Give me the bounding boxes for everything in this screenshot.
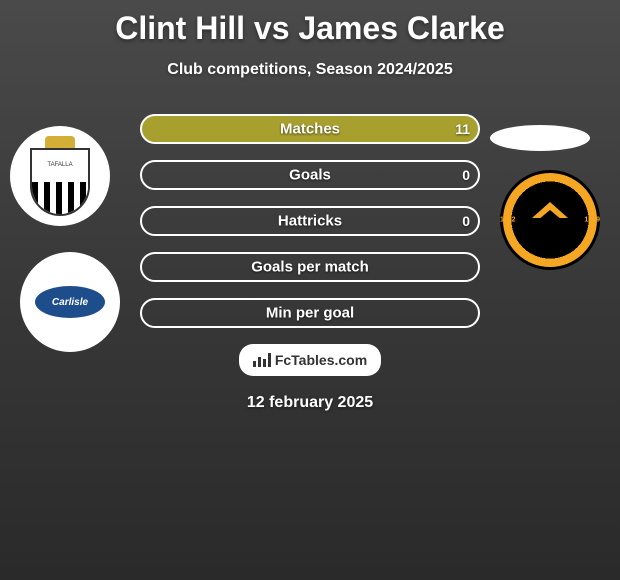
- bar-label: Goals per match: [251, 259, 369, 276]
- footer-date: 12 february 2025: [0, 394, 620, 412]
- page-title: Clint Hill vs James Clarke: [0, 0, 620, 47]
- bar-track: Matches 11: [140, 114, 480, 144]
- chart-icon: [253, 353, 271, 367]
- badge-blank-oval: [490, 125, 590, 151]
- bar-label: Min per goal: [266, 305, 354, 322]
- badge-carlisle: Carlisle: [20, 252, 120, 352]
- bar-value: 0: [462, 213, 470, 229]
- bar-label: Goals: [289, 167, 331, 184]
- bar-label: Hattricks: [278, 213, 342, 230]
- branding-box[interactable]: FcTables.com: [239, 344, 381, 376]
- bar-track: Hattricks 0: [140, 206, 480, 236]
- bar-value: 11: [455, 121, 470, 137]
- bar-value: 0: [462, 167, 470, 183]
- bar-track: Min per goal: [140, 298, 480, 328]
- page-subtitle: Club competitions, Season 2024/2025: [0, 61, 620, 79]
- site-name: FcTables.com: [275, 352, 367, 368]
- bar-track: Goals 0: [140, 160, 480, 190]
- crown-icon: [45, 136, 75, 148]
- chevron-icon: [530, 200, 570, 240]
- year-left: 1912: [500, 217, 516, 224]
- badge-text: TAFALLA: [32, 162, 88, 168]
- bar-track: Goals per match: [140, 252, 480, 282]
- badge-newport-county: 1912 1989: [500, 170, 600, 270]
- shield-icon: TAFALLA: [30, 148, 90, 216]
- badge-pena-sport: TAFALLA: [10, 126, 110, 226]
- year-right: 1989: [584, 217, 600, 224]
- carlisle-oval: Carlisle: [33, 284, 107, 320]
- bar-label: Matches: [280, 121, 340, 138]
